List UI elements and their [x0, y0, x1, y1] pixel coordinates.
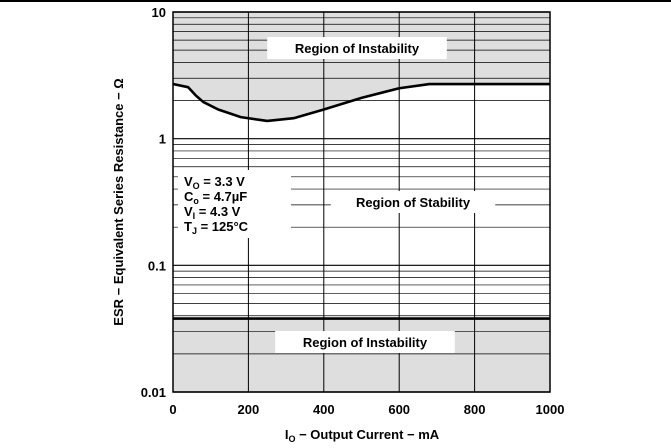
upper-boundary-line: [172, 82, 550, 123]
x-tick-label: 800: [464, 402, 486, 417]
region-label-box: [267, 37, 447, 59]
x-tick-label: 0: [169, 402, 176, 417]
lower-instability-shade: [173, 318, 550, 392]
x-tick-label: 200: [238, 402, 260, 417]
x-tick-label: 600: [388, 402, 410, 417]
plot-frame: [172, 11, 551, 393]
conditions-box: [178, 170, 291, 238]
condition-line: TJ = 125°C: [184, 219, 249, 236]
condition-line: VI = 4.3 V: [184, 204, 241, 221]
y-axis-label: ESR − Equivalent Series Resistance − Ω: [111, 78, 126, 325]
region-label-box: [330, 191, 496, 213]
y-tick-label: 10: [152, 5, 166, 20]
upper-instability-shade: [173, 12, 550, 121]
x-tick-label: 1000: [536, 402, 565, 417]
region-label-box: [275, 331, 455, 353]
x-axis-label: IO − Output Current − mA: [285, 427, 440, 444]
x-tick-label: 400: [313, 402, 335, 417]
region-label-lower-2: Region of Instability: [303, 335, 428, 350]
y-tick-label: 0.1: [148, 258, 166, 273]
y-tick-label: 1: [159, 132, 166, 147]
region-label-middle-1: Region of Stability: [356, 195, 471, 210]
condition-line: VO = 3.3 V: [184, 174, 245, 191]
region-label-upper-0: Region of Instability: [295, 41, 420, 56]
condition-line: Co = 4.7µF: [184, 189, 247, 206]
y-tick-label: 0.01: [141, 385, 166, 400]
top-rule: [0, 0, 671, 2]
